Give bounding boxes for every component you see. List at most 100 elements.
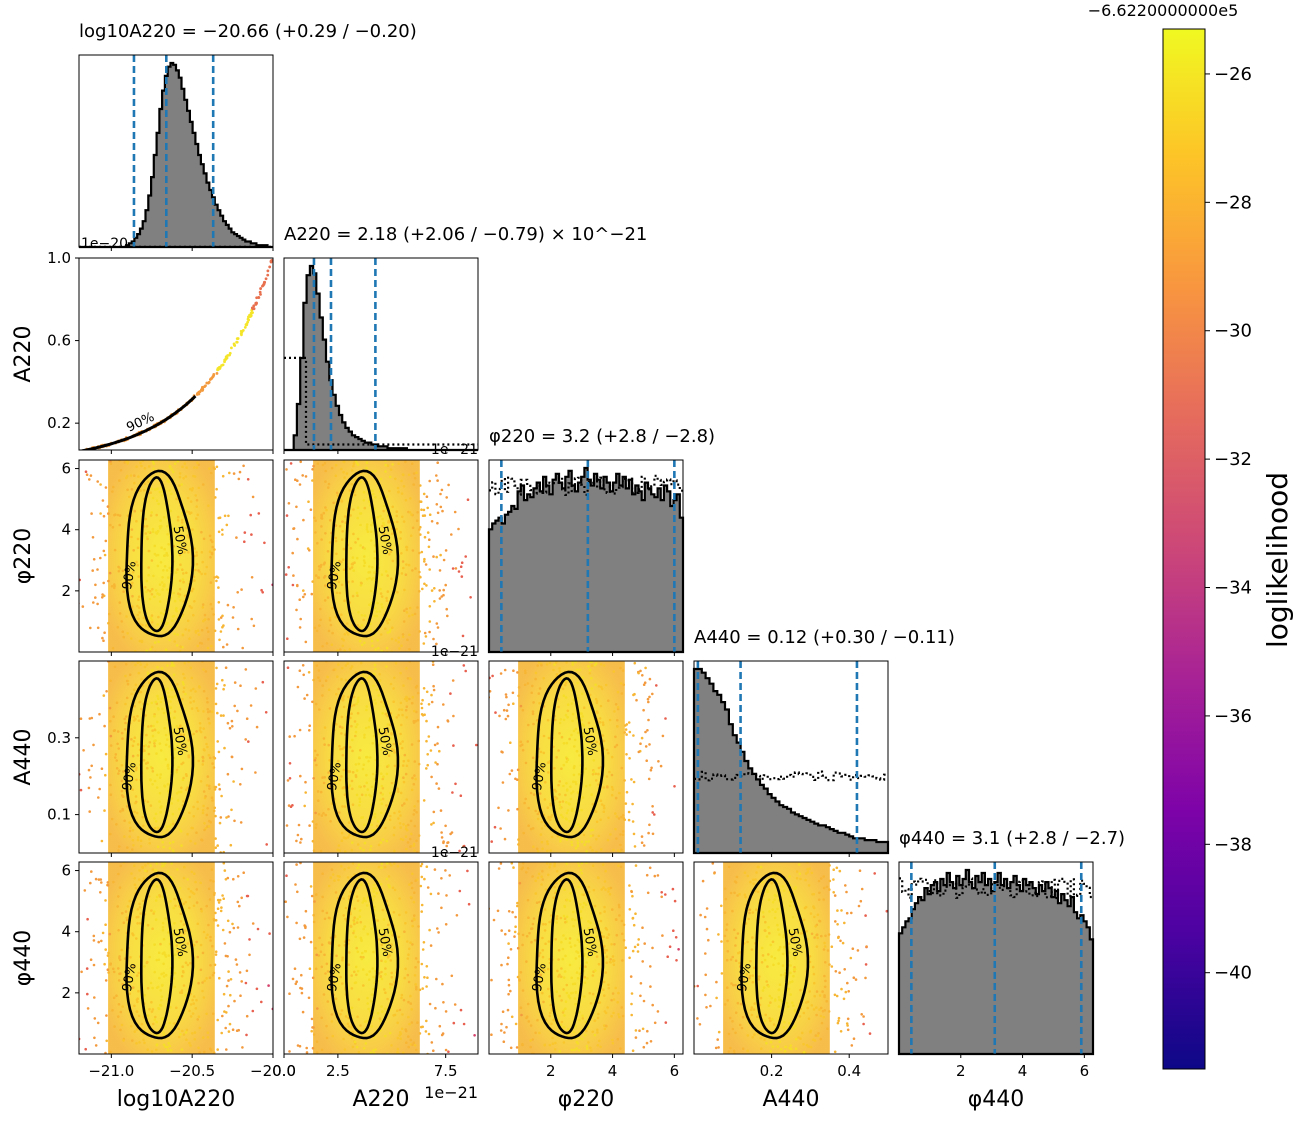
scatter-point xyxy=(133,1030,137,1033)
scatter-point xyxy=(160,546,163,549)
scatter-point xyxy=(355,793,359,797)
scatter-point xyxy=(363,925,367,928)
scatter-point xyxy=(178,587,182,591)
scatter-point xyxy=(561,1011,565,1014)
scatter-point xyxy=(589,921,592,925)
scatter-point xyxy=(418,630,421,633)
scatter-point xyxy=(321,463,325,467)
scatter-point xyxy=(637,938,640,941)
scatter-point xyxy=(382,705,386,708)
scatter-point xyxy=(671,887,675,891)
scatter-point xyxy=(332,501,336,505)
scatter-point xyxy=(204,936,208,940)
scatter-point xyxy=(420,862,424,866)
scatter-point xyxy=(397,640,401,644)
scatter-point xyxy=(555,673,559,676)
scatter-point xyxy=(563,888,566,891)
scatter-point xyxy=(386,955,390,959)
scatter-point xyxy=(154,700,158,704)
scatter-point xyxy=(255,301,258,305)
scatter-point xyxy=(182,776,185,780)
scatter-point xyxy=(852,1037,856,1040)
scatter-point xyxy=(860,1013,863,1016)
scatter-point xyxy=(746,940,749,944)
scatter-point xyxy=(380,802,384,805)
scatter-point xyxy=(420,903,424,907)
scatter-point xyxy=(516,778,519,781)
scatter-point xyxy=(404,708,408,712)
scatter-point xyxy=(428,928,431,932)
scatter-point xyxy=(374,496,377,499)
scatter-point xyxy=(160,998,163,1002)
scatter-point xyxy=(300,991,304,995)
scatter-point xyxy=(436,511,440,515)
scatter-point xyxy=(294,883,297,886)
contour-label: 90% xyxy=(530,761,550,792)
scatter-point xyxy=(334,463,338,467)
scatter-point xyxy=(371,772,375,776)
scatter-point xyxy=(381,937,384,941)
scatter-point xyxy=(157,958,161,962)
scatter-point xyxy=(159,487,163,490)
scatter-point xyxy=(199,907,203,911)
scatter-point xyxy=(143,1041,146,1045)
scatter-point xyxy=(630,778,633,781)
scatter-point xyxy=(372,887,375,890)
scatter-point xyxy=(343,793,347,796)
scatter-point xyxy=(408,697,411,701)
scatter-point xyxy=(108,932,112,936)
scatter-point xyxy=(105,690,108,693)
scatter-point xyxy=(824,979,827,983)
scatter-point xyxy=(621,932,624,936)
scatter-point xyxy=(592,770,596,773)
scatter-point xyxy=(350,724,353,728)
scatter-point xyxy=(591,849,594,852)
scatter-point xyxy=(391,505,395,509)
scatter-point xyxy=(588,672,592,675)
scatter-point xyxy=(63,789,66,792)
scatter-point xyxy=(591,802,595,806)
scatter-point xyxy=(219,630,223,633)
scatter-point xyxy=(143,993,147,997)
scatter-point xyxy=(198,729,202,732)
scatter-point xyxy=(238,904,241,908)
scatter-point xyxy=(223,1010,226,1013)
scatter-point xyxy=(131,838,135,842)
scatter-point xyxy=(155,1043,159,1046)
scatter-point xyxy=(160,490,164,493)
scatter-point xyxy=(212,613,215,616)
scatter-point xyxy=(147,895,151,898)
scatter-point xyxy=(175,528,179,531)
scatter-point xyxy=(634,1029,638,1032)
scatter-point xyxy=(176,460,180,463)
scatter-point xyxy=(187,755,191,759)
scatter-point xyxy=(337,944,341,947)
contour-90 xyxy=(330,670,400,839)
scatter-point xyxy=(395,527,398,531)
scatter-point xyxy=(340,775,343,778)
density-core xyxy=(313,862,420,1054)
scatter-point xyxy=(804,905,808,909)
scatter-point xyxy=(529,1045,532,1049)
scatter-point xyxy=(367,725,371,729)
scatter-point xyxy=(174,904,177,908)
scatter-point xyxy=(151,1008,155,1011)
scatter-point xyxy=(254,771,257,774)
scatter-point xyxy=(779,973,783,977)
scatter-point xyxy=(142,877,146,880)
scatter-point xyxy=(538,951,542,955)
scatter-point xyxy=(779,998,783,1002)
scatter-point xyxy=(686,879,689,882)
scatter-point xyxy=(598,721,602,724)
scatter-layer: 90%50% xyxy=(489,661,676,853)
scatter-point xyxy=(773,957,777,960)
scatter-point xyxy=(631,894,634,898)
scatter-point xyxy=(235,1029,239,1032)
scatter-point xyxy=(182,477,185,480)
scatter-point xyxy=(410,832,413,836)
scatter-point xyxy=(372,684,375,688)
scatter-point xyxy=(227,1004,230,1008)
scatter-point xyxy=(404,772,408,776)
scatter-point xyxy=(391,559,395,563)
scatter-point xyxy=(430,823,433,826)
